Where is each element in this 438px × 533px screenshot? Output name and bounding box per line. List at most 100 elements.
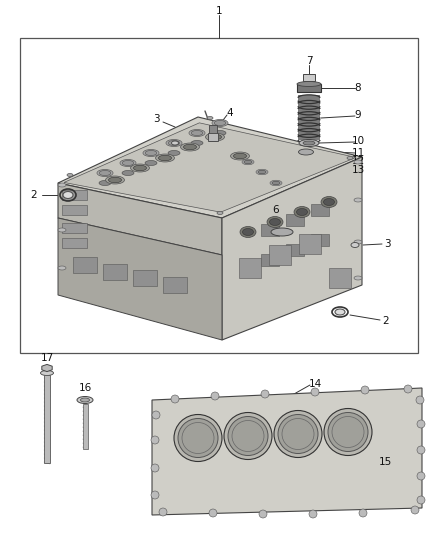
Ellipse shape xyxy=(180,143,199,151)
Bar xyxy=(286,214,304,226)
Bar xyxy=(20,38,418,353)
Ellipse shape xyxy=(311,388,319,396)
Ellipse shape xyxy=(211,392,219,400)
Ellipse shape xyxy=(228,416,268,456)
Text: 2: 2 xyxy=(31,190,37,200)
Ellipse shape xyxy=(151,436,159,444)
Ellipse shape xyxy=(259,510,267,518)
Polygon shape xyxy=(222,157,362,340)
Ellipse shape xyxy=(208,134,222,140)
Ellipse shape xyxy=(404,385,412,393)
Ellipse shape xyxy=(335,309,345,315)
Text: 3: 3 xyxy=(384,239,390,249)
Ellipse shape xyxy=(81,398,89,402)
Polygon shape xyxy=(64,123,356,212)
Bar xyxy=(62,205,87,215)
Ellipse shape xyxy=(417,496,425,504)
Bar xyxy=(73,257,97,273)
Polygon shape xyxy=(58,183,222,255)
Ellipse shape xyxy=(77,397,93,403)
Ellipse shape xyxy=(361,386,369,394)
Ellipse shape xyxy=(58,183,66,187)
Ellipse shape xyxy=(159,155,172,161)
Ellipse shape xyxy=(297,82,321,86)
Ellipse shape xyxy=(321,197,337,207)
Ellipse shape xyxy=(155,154,174,162)
Ellipse shape xyxy=(174,415,222,462)
Bar xyxy=(261,224,279,236)
Ellipse shape xyxy=(258,170,266,174)
Bar xyxy=(163,277,187,293)
Bar xyxy=(62,223,87,233)
Ellipse shape xyxy=(122,160,134,166)
Text: 8: 8 xyxy=(355,83,361,93)
Ellipse shape xyxy=(209,509,217,517)
Ellipse shape xyxy=(99,171,111,175)
Text: 10: 10 xyxy=(351,136,364,146)
Ellipse shape xyxy=(278,415,318,454)
Ellipse shape xyxy=(417,472,425,480)
Ellipse shape xyxy=(58,228,66,232)
Bar xyxy=(208,133,218,141)
Ellipse shape xyxy=(324,198,335,206)
Ellipse shape xyxy=(214,120,226,125)
Ellipse shape xyxy=(271,228,293,236)
Ellipse shape xyxy=(120,159,136,166)
Ellipse shape xyxy=(359,509,367,517)
Ellipse shape xyxy=(294,206,310,217)
Ellipse shape xyxy=(240,227,256,238)
Ellipse shape xyxy=(122,171,134,175)
Text: 14: 14 xyxy=(308,379,321,389)
Ellipse shape xyxy=(224,413,272,459)
Bar xyxy=(239,258,261,278)
Ellipse shape xyxy=(354,276,362,280)
Bar xyxy=(311,234,329,246)
Bar xyxy=(44,375,50,463)
Ellipse shape xyxy=(299,149,314,155)
Ellipse shape xyxy=(411,506,419,514)
Bar xyxy=(299,234,321,254)
Polygon shape xyxy=(42,365,52,372)
Ellipse shape xyxy=(63,191,73,198)
Ellipse shape xyxy=(184,144,197,150)
Bar xyxy=(62,190,87,200)
Ellipse shape xyxy=(178,418,218,457)
Bar xyxy=(303,74,315,81)
Ellipse shape xyxy=(417,420,425,428)
Bar xyxy=(286,244,304,256)
Text: 9: 9 xyxy=(355,110,361,120)
Ellipse shape xyxy=(145,150,157,156)
Text: 15: 15 xyxy=(378,457,392,467)
Ellipse shape xyxy=(171,395,179,403)
Ellipse shape xyxy=(324,408,372,456)
Text: 5: 5 xyxy=(231,181,237,191)
Polygon shape xyxy=(58,117,362,218)
Ellipse shape xyxy=(351,243,359,247)
Ellipse shape xyxy=(270,180,282,185)
Bar xyxy=(133,270,157,286)
Ellipse shape xyxy=(134,165,146,171)
Ellipse shape xyxy=(269,219,280,225)
Text: 3: 3 xyxy=(153,114,159,124)
Text: 1: 1 xyxy=(215,6,223,16)
Ellipse shape xyxy=(230,152,250,160)
Ellipse shape xyxy=(152,411,160,419)
Ellipse shape xyxy=(109,177,121,183)
Ellipse shape xyxy=(297,208,307,215)
Text: 7: 7 xyxy=(306,56,312,66)
Ellipse shape xyxy=(261,390,269,398)
Text: 16: 16 xyxy=(78,383,92,393)
Ellipse shape xyxy=(191,141,203,146)
Ellipse shape xyxy=(243,229,254,236)
Ellipse shape xyxy=(233,154,247,159)
Ellipse shape xyxy=(172,141,179,145)
Bar xyxy=(311,204,329,216)
Ellipse shape xyxy=(191,131,203,135)
Bar xyxy=(297,84,321,92)
Ellipse shape xyxy=(354,240,362,244)
Ellipse shape xyxy=(40,370,53,376)
Ellipse shape xyxy=(267,216,283,228)
Polygon shape xyxy=(58,218,222,340)
Ellipse shape xyxy=(159,508,167,516)
Ellipse shape xyxy=(207,117,213,119)
